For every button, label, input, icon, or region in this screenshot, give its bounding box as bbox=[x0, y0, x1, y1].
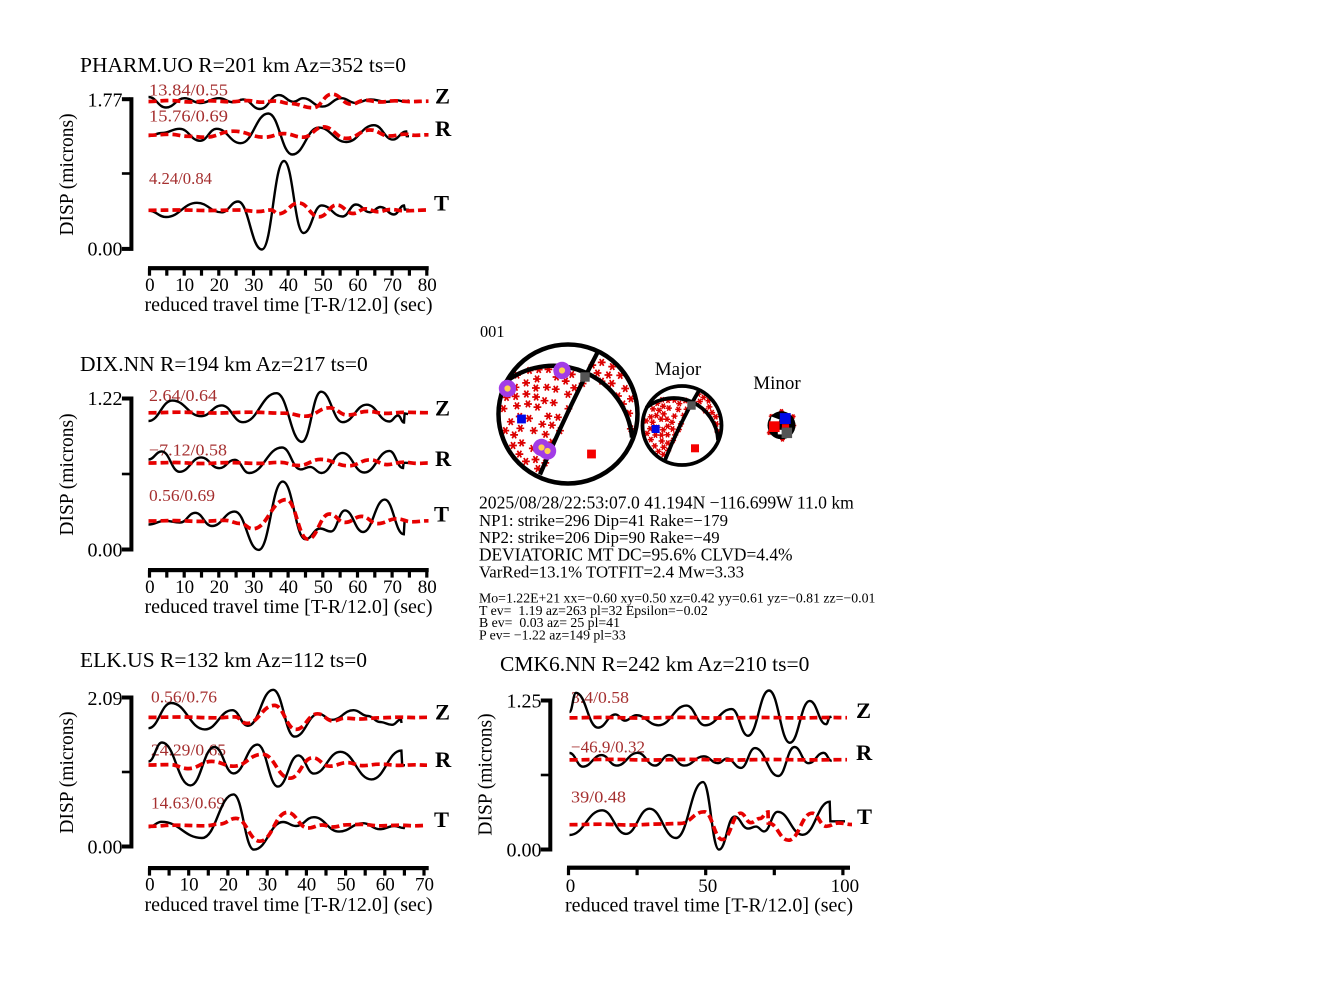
svg-text:70: 70 bbox=[383, 577, 402, 598]
svg-text:VarRed=13.1% TOTFIT=2.4 Mw=3.3: VarRed=13.1% TOTFIT=2.4 Mw=3.33 bbox=[479, 563, 744, 582]
svg-text:50: 50 bbox=[698, 876, 717, 897]
svg-text:2025/08/28/22:53:07.0 41.194N: 2025/08/28/22:53:07.0 41.194N −116.699W … bbox=[479, 493, 854, 513]
svg-text:R: R bbox=[435, 747, 452, 772]
svg-text:20: 20 bbox=[210, 275, 229, 296]
svg-text:P ev= −1.22 az=149 pl=33: P ev= −1.22 az=149 pl=33 bbox=[479, 628, 626, 643]
svg-text:DIX.NN R=194 km Az=217 ts=0: DIX.NN R=194 km Az=217 ts=0 bbox=[80, 352, 368, 376]
svg-text:10: 10 bbox=[175, 275, 194, 296]
svg-text:Z: Z bbox=[435, 700, 450, 725]
svg-text:60: 60 bbox=[348, 577, 367, 598]
svg-text:B ev= 0.03 az= 25 pl=41: B ev= 0.03 az= 25 pl=41 bbox=[479, 615, 620, 630]
svg-text:3.4/0.58: 3.4/0.58 bbox=[571, 688, 629, 707]
svg-text:20: 20 bbox=[210, 577, 229, 598]
svg-text:40: 40 bbox=[279, 577, 298, 598]
svg-text:0.56/0.76: 0.56/0.76 bbox=[151, 688, 217, 707]
svg-text:DISP (microns): DISP (microns) bbox=[476, 713, 497, 835]
svg-text:DEVIATORIC MT DC=95.6% CLVD=4.: DEVIATORIC MT DC=95.6% CLVD=4.4% bbox=[479, 544, 793, 564]
svg-text:70: 70 bbox=[383, 275, 402, 296]
svg-text:DISP (microns): DISP (microns) bbox=[57, 413, 78, 535]
svg-text:40: 40 bbox=[279, 275, 298, 296]
svg-text:T: T bbox=[857, 804, 872, 829]
svg-text:1.77: 1.77 bbox=[88, 90, 123, 112]
svg-text:T: T bbox=[434, 807, 449, 832]
svg-text:0: 0 bbox=[145, 577, 155, 598]
svg-text:2.64/0.64: 2.64/0.64 bbox=[149, 386, 218, 405]
svg-text:R: R bbox=[856, 740, 873, 765]
svg-text:60: 60 bbox=[348, 275, 367, 296]
svg-text:0: 0 bbox=[145, 275, 155, 296]
svg-text:50: 50 bbox=[314, 275, 333, 296]
svg-text:50: 50 bbox=[337, 875, 356, 896]
svg-text:2.09: 2.09 bbox=[88, 688, 123, 710]
svg-text:reduced travel time [T-R/12.0]: reduced travel time [T-R/12.0] (sec) bbox=[145, 295, 433, 316]
svg-text:30: 30 bbox=[244, 275, 263, 296]
svg-text:T: T bbox=[434, 502, 449, 527]
svg-text:1.25: 1.25 bbox=[507, 691, 542, 713]
svg-text:14.63/0.69: 14.63/0.69 bbox=[151, 794, 225, 813]
svg-text:0.00: 0.00 bbox=[88, 239, 123, 261]
svg-text:PHARM.UO R=201 km Az=352 ts=0: PHARM.UO R=201 km Az=352 ts=0 bbox=[80, 53, 406, 77]
svg-text:DISP (microns): DISP (microns) bbox=[57, 711, 78, 833]
svg-text:NP1: strike=296 Dip=41 Rake=−1: NP1: strike=296 Dip=41 Rake=−179 bbox=[479, 511, 728, 530]
svg-text:30: 30 bbox=[258, 875, 277, 896]
svg-text:−46.9/0.32: −46.9/0.32 bbox=[571, 738, 645, 757]
svg-text:Z: Z bbox=[435, 396, 450, 421]
svg-text:39/0.48: 39/0.48 bbox=[571, 787, 626, 806]
svg-text:R: R bbox=[435, 116, 452, 141]
svg-text:reduced travel time [T-R/12.0]: reduced travel time [T-R/12.0] (sec) bbox=[145, 597, 433, 618]
svg-text:reduced travel time [T-R/12.0]: reduced travel time [T-R/12.0] (sec) bbox=[565, 896, 853, 917]
svg-text:NP2: strike=206 Dip=90 Rake=−4: NP2: strike=206 Dip=90 Rake=−49 bbox=[479, 528, 720, 547]
svg-text:30: 30 bbox=[244, 577, 263, 598]
svg-text:40: 40 bbox=[297, 875, 316, 896]
svg-text:0.00: 0.00 bbox=[507, 840, 542, 862]
svg-text:001: 001 bbox=[480, 322, 505, 341]
svg-text:T ev= 1.19 az=263 pl=32 Epsil: T ev= 1.19 az=263 pl=32 Epsilon=−0.02 bbox=[479, 603, 708, 618]
svg-text:10: 10 bbox=[175, 577, 194, 598]
svg-text:60: 60 bbox=[376, 875, 395, 896]
svg-text:R: R bbox=[435, 446, 452, 471]
svg-text:1.22: 1.22 bbox=[88, 388, 123, 410]
svg-text:reduced travel time [T-R/12.0]: reduced travel time [T-R/12.0] (sec) bbox=[145, 895, 433, 916]
svg-text:Z: Z bbox=[435, 84, 450, 109]
svg-text:Mo=1.22E+21 xx=−0.60 xy=0.50 x: Mo=1.22E+21 xx=−0.60 xy=0.50 xz=0.42 yy=… bbox=[479, 590, 875, 605]
svg-text:T: T bbox=[434, 191, 449, 216]
svg-text:50: 50 bbox=[314, 577, 333, 598]
svg-text:Minor: Minor bbox=[753, 373, 801, 394]
svg-text:0: 0 bbox=[145, 875, 155, 896]
svg-text:80: 80 bbox=[418, 275, 437, 296]
svg-text:70: 70 bbox=[415, 875, 434, 896]
svg-text:13.84/0.55: 13.84/0.55 bbox=[149, 80, 228, 99]
svg-text:CMK6.NN R=242 km Az=210 ts=0: CMK6.NN R=242 km Az=210 ts=0 bbox=[500, 652, 809, 676]
svg-text:DISP (microns): DISP (microns) bbox=[57, 113, 78, 235]
svg-text:ELK.US R=132 km Az=112 ts=0: ELK.US R=132 km Az=112 ts=0 bbox=[80, 648, 367, 672]
svg-text:0.00: 0.00 bbox=[88, 540, 123, 562]
svg-text:0: 0 bbox=[566, 876, 576, 897]
svg-text:0.00: 0.00 bbox=[88, 837, 123, 859]
svg-text:20: 20 bbox=[219, 875, 238, 896]
svg-text:15.76/0.69: 15.76/0.69 bbox=[149, 107, 228, 126]
svg-text:10: 10 bbox=[180, 875, 199, 896]
svg-text:100: 100 bbox=[831, 876, 860, 897]
svg-text:4.24/0.84: 4.24/0.84 bbox=[149, 169, 213, 188]
svg-text:Major: Major bbox=[655, 359, 702, 380]
svg-text:0.56/0.69: 0.56/0.69 bbox=[149, 486, 215, 505]
svg-text:Z: Z bbox=[856, 698, 871, 723]
svg-text:−7.12/0.58: −7.12/0.58 bbox=[149, 441, 227, 460]
svg-text:80: 80 bbox=[418, 577, 437, 598]
